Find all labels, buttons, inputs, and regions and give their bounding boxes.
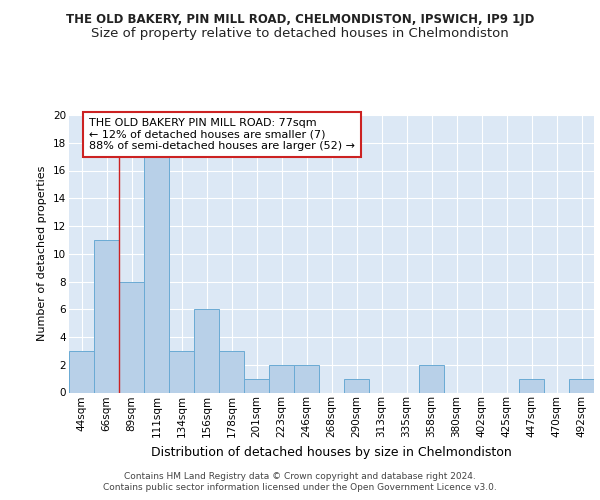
Text: Contains HM Land Registry data © Crown copyright and database right 2024.
Contai: Contains HM Land Registry data © Crown c… [103, 472, 497, 492]
Bar [519, 378, 544, 392]
Bar [69, 351, 94, 393]
Bar [144, 156, 169, 392]
Y-axis label: Number of detached properties: Number of detached properties [37, 166, 47, 342]
Bar [169, 351, 194, 393]
Bar [344, 378, 369, 392]
Text: Size of property relative to detached houses in Chelmondiston: Size of property relative to detached ho… [91, 28, 509, 40]
Text: THE OLD BAKERY, PIN MILL ROAD, CHELMONDISTON, IPSWICH, IP9 1JD: THE OLD BAKERY, PIN MILL ROAD, CHELMONDI… [66, 12, 534, 26]
Bar [194, 309, 219, 392]
Bar [119, 282, 144, 393]
X-axis label: Distribution of detached houses by size in Chelmondiston: Distribution of detached houses by size … [151, 446, 512, 458]
Bar [269, 365, 294, 392]
Bar [219, 351, 244, 393]
Bar [94, 240, 119, 392]
Bar [244, 378, 269, 392]
Text: THE OLD BAKERY PIN MILL ROAD: 77sqm
← 12% of detached houses are smaller (7)
88%: THE OLD BAKERY PIN MILL ROAD: 77sqm ← 12… [89, 118, 355, 151]
Bar [294, 365, 319, 392]
Bar [419, 365, 444, 392]
Bar [569, 378, 594, 392]
